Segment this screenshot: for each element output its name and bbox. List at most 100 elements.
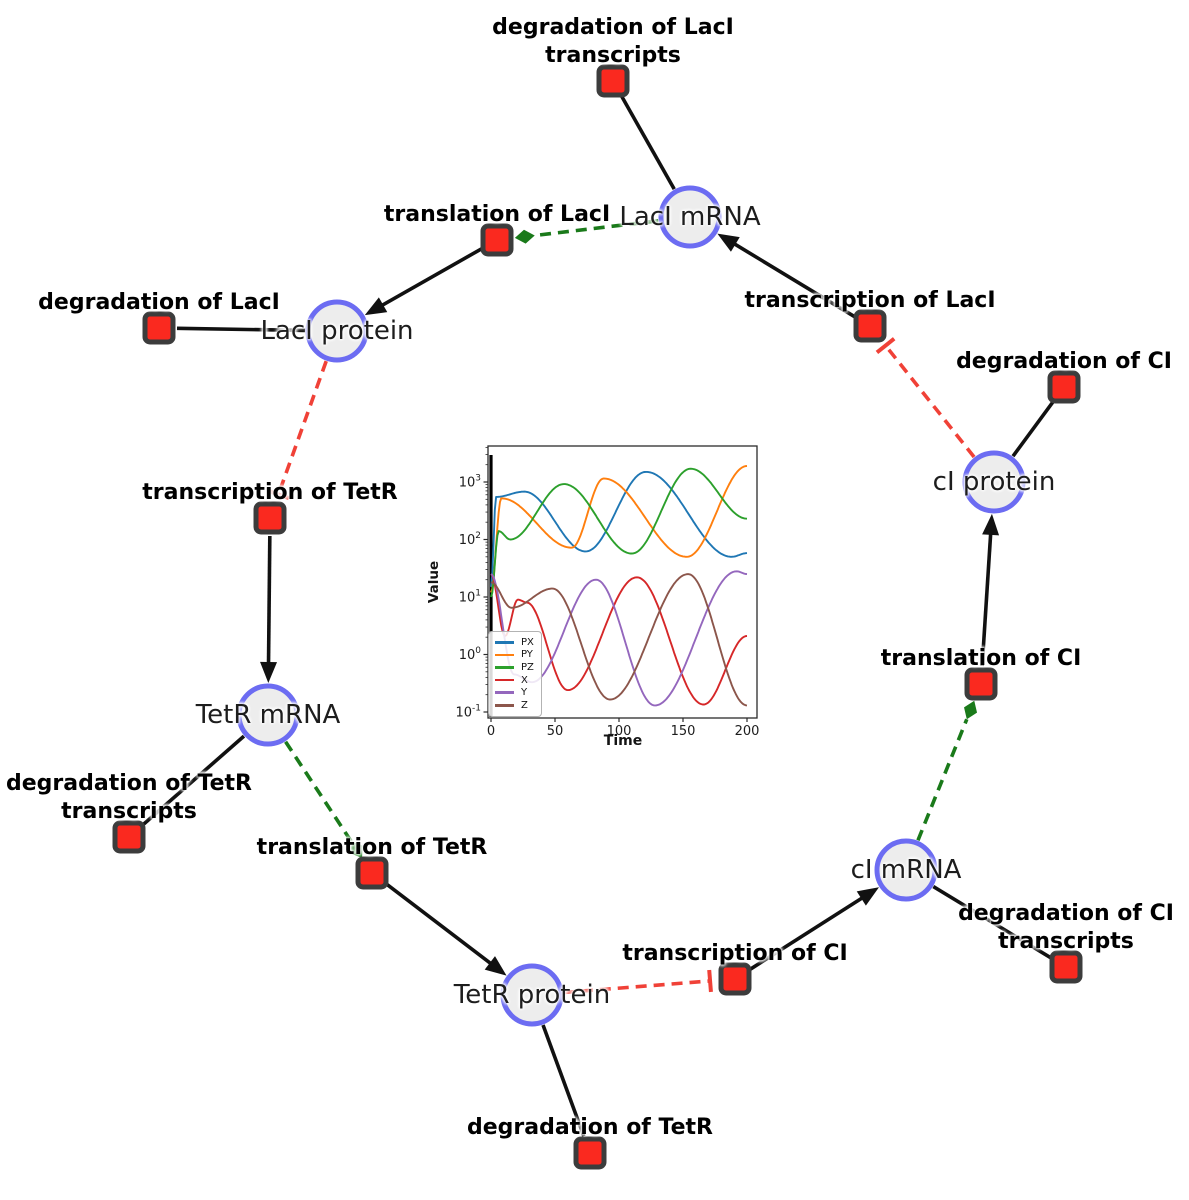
edge-modifier-laci_mrna-tl_laci — [534, 218, 659, 238]
species-node-tetr-protein[interactable] — [500, 963, 564, 1027]
reaction-node-tc-laci[interactable] — [853, 309, 887, 343]
chart-y-tick-label: 100 — [459, 646, 482, 663]
edge-production-tl_laci-laci_protein-arrowhead — [364, 297, 388, 316]
reaction-node-deg-tetr-tx[interactable] — [112, 820, 146, 854]
reaction-label-degradation-of-tetr-transcripts: degradation of TetR transcripts — [6, 770, 252, 826]
legend-label: PX — [521, 636, 534, 648]
reaction-label-line: degradation of LacI — [38, 290, 280, 315]
edge-modifier-laci_mrna-tl_laci-diamond-head — [514, 229, 535, 244]
legend-swatch-pz — [495, 666, 514, 669]
reaction-label-line: transcripts — [998, 929, 1134, 954]
edge-inhibition-ci_protein-tc_laci — [884, 344, 976, 459]
edge-production-tl_ci-ci_protein-arrowhead — [982, 513, 1000, 536]
chart-x-tick-label: 100 — [607, 724, 632, 739]
edge-consumption-laci_protein-deg_laci — [176, 326, 306, 333]
species-node-ci-protein[interactable] — [962, 450, 1026, 514]
species-label-tetr-mrna: TetR mRNA — [196, 700, 341, 730]
chart-legend: PX PY PZ X Y Z — [488, 631, 542, 717]
reaction-label-line: transcription of LacI — [744, 288, 996, 313]
legend-label: X — [521, 674, 528, 686]
legend-label: PY — [521, 649, 533, 661]
legend-label: PZ — [521, 661, 534, 673]
legend-label: Z — [521, 699, 528, 711]
chart-curve-pz — [490, 467, 748, 598]
chart-y-tick-label: 10-1 — [455, 704, 481, 721]
chart-curve-z — [490, 573, 748, 707]
edge-production-tl_laci-laci_protein — [376, 247, 483, 310]
edge-production-tc_laci-laci_mrna — [728, 239, 856, 319]
edge-consumption-ci_protein-deg_ci — [1011, 400, 1055, 458]
species-node-laci-protein[interactable] — [305, 299, 369, 363]
chart-x-tick-label: 50 — [547, 724, 564, 739]
reaction-label-degradation-of-laci: degradation of LacI — [38, 289, 280, 317]
chart-curve-py — [490, 465, 748, 593]
edge-inhibition-tetr_protein-tc_ci-tbar — [707, 969, 713, 993]
reaction-node-tc-tetr[interactable] — [253, 501, 287, 535]
edge-modifier-ci_mrna-tl_ci-diamond-head — [964, 700, 978, 720]
edge-consumption-ci_mrna-deg_ci_tx — [932, 885, 1052, 960]
reaction-label-line: transcripts — [545, 43, 681, 68]
species-node-laci-mrna[interactable] — [658, 185, 722, 249]
chart-y-axis-label: Value — [426, 560, 442, 604]
inset-chart: 0 50 100 150 200 10-1 100 101 102 103 Value Time … — [420, 430, 778, 766]
reaction-label-line: degradation of TetR — [5, 771, 253, 796]
reaction-node-deg-laci[interactable] — [142, 311, 176, 345]
legend-swatch-z — [495, 703, 514, 707]
reaction-label-line: translation of LacI — [383, 202, 611, 227]
species-node-ci-mrna[interactable] — [874, 838, 938, 902]
reaction-label-line: degradation of CI — [956, 349, 1172, 374]
edge-inhibition-laci_protein-tc_tetr — [276, 360, 328, 496]
reaction-label-degradation-of-ci-transcripts: degradation of CI transcripts — [958, 900, 1174, 956]
reaction-node-tl-laci[interactable] — [480, 223, 514, 257]
edge-consumption-laci_mrna-deg_laci_tx — [620, 95, 676, 191]
species-label-laci-mrna: LacI mRNA — [619, 202, 760, 232]
chart-x-tick-label: 0 — [487, 724, 495, 739]
reaction-node-deg-tetr[interactable] — [573, 1136, 607, 1170]
species-label-ci-protein: cI protein — [933, 467, 1056, 497]
species-label-text: LacI mRNA — [619, 202, 761, 232]
edge-modifier-tetr_mrna-tl_tetr-diamond-head — [350, 841, 363, 858]
legend-swatch-x — [495, 678, 514, 682]
species-label-text: cI mRNA — [850, 855, 962, 885]
reaction-label-transcription-of-ci: transcription of CI — [622, 940, 847, 968]
reaction-label-line: transcripts — [61, 799, 197, 824]
reaction-node-deg-ci[interactable] — [1047, 370, 1081, 404]
reaction-node-tc-ci[interactable] — [718, 962, 752, 996]
legend-item-px: PX — [495, 636, 534, 649]
reaction-label-translation-of-laci: translation of LacI — [384, 201, 610, 229]
edge-inhibition-ci_protein-tc_laci-tbar — [875, 337, 896, 354]
species-label-text: cI protein — [932, 467, 1056, 497]
legend-item-py: PY — [495, 649, 534, 662]
reaction-node-deg-laci-tx[interactable] — [596, 64, 630, 98]
chart-y-tick-label: 103 — [459, 474, 481, 491]
edge-production-tc_ci-ci_mrna-arrowhead — [856, 887, 880, 906]
species-label-laci-protein: LacI protein — [260, 316, 413, 346]
reaction-label-degradation-of-laci-transcripts: degradation of LacI transcripts — [492, 14, 734, 70]
reaction-node-deg-ci-tx[interactable] — [1049, 950, 1083, 984]
chart-x-axis-label: Time — [603, 733, 643, 749]
edge-consumption-tetr_mrna-deg_tetr_tx — [141, 734, 246, 827]
reaction-label-translation-of-tetr: translation of TetR — [257, 834, 488, 862]
chart-y-tick-label: 101 — [459, 589, 481, 606]
reaction-label-line: degradation of CI — [958, 901, 1174, 926]
species-node-tetr-mrna[interactable] — [236, 683, 300, 747]
edge-production-tl_tetr-tetr_protein-arrowhead — [484, 956, 507, 976]
legend-swatch-y — [495, 691, 514, 694]
legend-label: Y — [521, 687, 528, 699]
edge-modifier-tetr_mrna-tl_tetr — [284, 740, 353, 843]
species-label-text: TetR protein — [453, 980, 611, 1010]
chart-x-tick-label: 200 — [735, 724, 760, 739]
chart-curve-x — [490, 573, 748, 706]
edge-production-tc_tetr-tetr_mrna-arrowhead — [260, 661, 278, 684]
reaction-label-line: translation of CI — [880, 646, 1082, 671]
legend-swatch-py — [495, 653, 514, 657]
species-label-text: LacI protein — [260, 316, 414, 346]
reaction-node-tl-tetr[interactable] — [355, 856, 389, 890]
chart-x-tick-label: 150 — [671, 724, 696, 739]
legend-swatch-px — [495, 641, 514, 644]
reaction-label-line: transcription of TetR — [142, 480, 398, 505]
reaction-node-tl-ci[interactable] — [964, 667, 998, 701]
reaction-label-line: translation of TetR — [256, 835, 488, 860]
